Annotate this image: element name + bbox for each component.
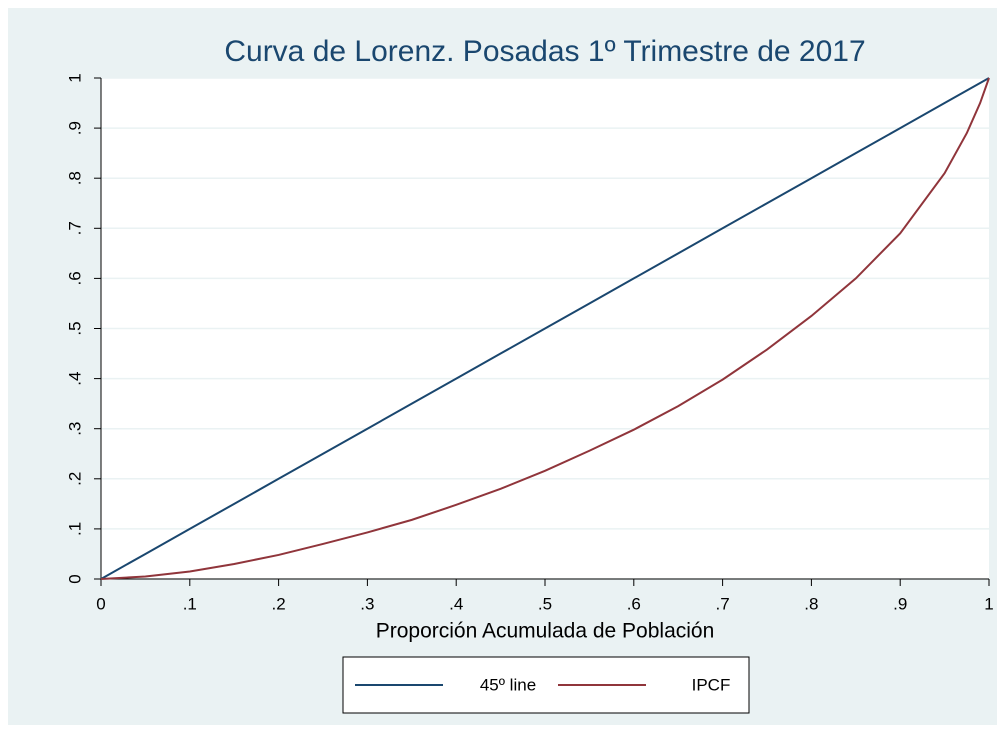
chart-title: Curva de Lorenz. Posadas 1º Trimestre de… xyxy=(224,35,865,68)
legend-label: 45º line xyxy=(480,675,536,694)
y-tick-label: .6 xyxy=(65,271,84,285)
y-tick-label: .9 xyxy=(65,121,84,135)
legend-label: IPCF xyxy=(692,675,731,694)
y-tick-label: .1 xyxy=(65,522,84,536)
x-tick-label: .4 xyxy=(449,594,463,613)
x-tick-label: 0 xyxy=(96,594,105,613)
x-tick-label: .7 xyxy=(716,594,730,613)
x-tick-label: .9 xyxy=(893,594,907,613)
x-tick-label: 1 xyxy=(984,594,993,613)
y-tick-label: .4 xyxy=(65,372,84,386)
y-tick-label: 0 xyxy=(65,574,84,583)
series-line xyxy=(100,77,990,580)
x-tick-label: .1 xyxy=(183,594,197,613)
series-line xyxy=(100,77,990,580)
y-tick-label: .8 xyxy=(65,171,84,185)
y-tick-label: .3 xyxy=(65,422,84,436)
x-tick-label: .5 xyxy=(538,594,552,613)
x-axis-title: Proporción Acumulada de Población xyxy=(376,620,715,643)
x-tick-label: .8 xyxy=(804,594,818,613)
y-tick-label: 1 xyxy=(65,73,84,82)
y-tick-label: .5 xyxy=(65,321,84,335)
y-tick-label: .7 xyxy=(65,221,84,235)
x-tick-label: .6 xyxy=(627,594,641,613)
x-tick-label: .2 xyxy=(272,594,286,613)
x-tick-label: .3 xyxy=(360,594,374,613)
y-tick-label: .2 xyxy=(65,472,84,486)
